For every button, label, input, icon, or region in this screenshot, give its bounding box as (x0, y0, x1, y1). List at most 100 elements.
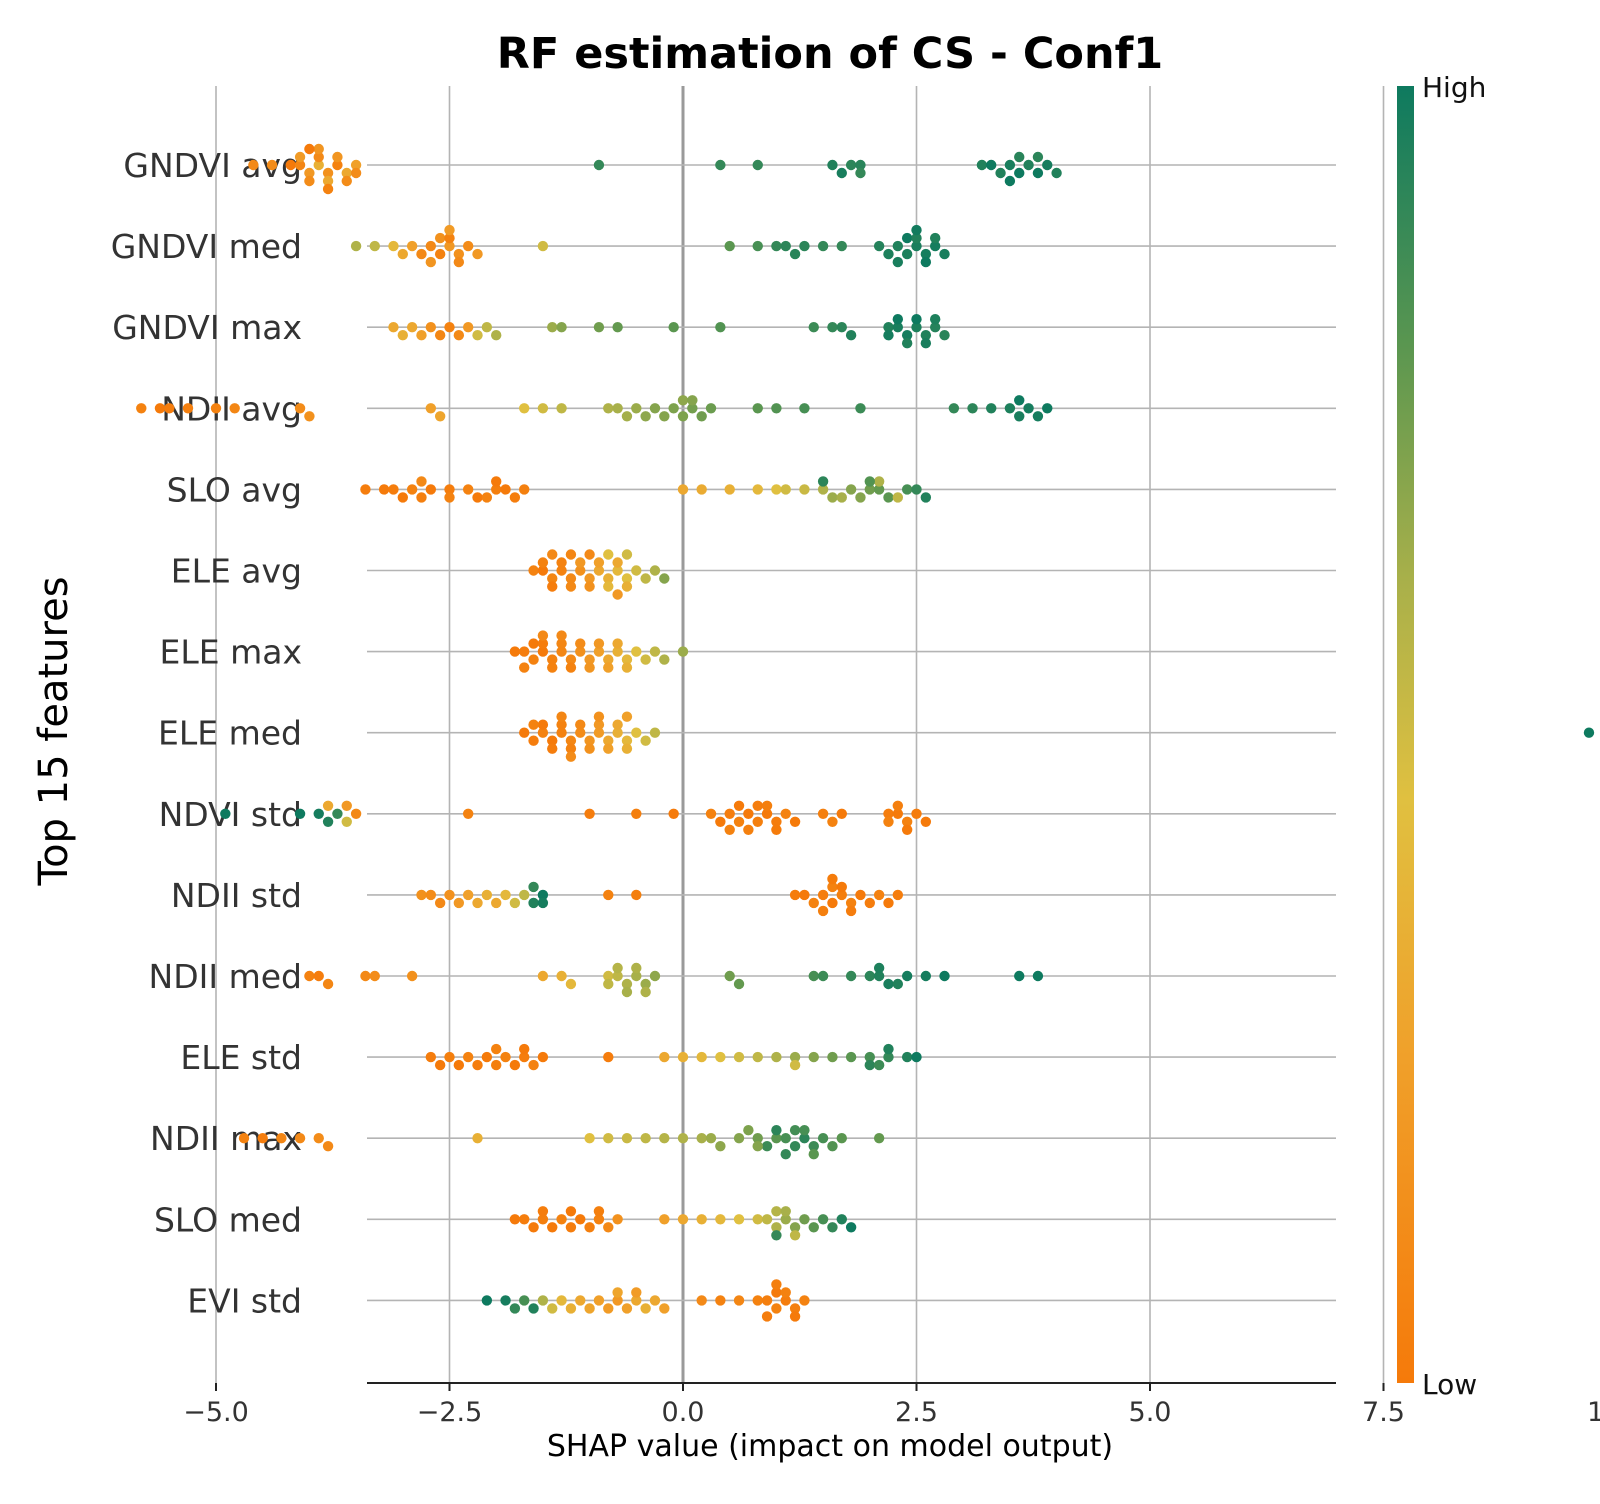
shap-point (547, 735, 558, 746)
shap-point (462, 322, 474, 333)
shap-point (677, 411, 689, 422)
shap-point (873, 240, 885, 252)
shap-point (771, 1303, 782, 1314)
shap-point (350, 167, 362, 179)
shap-point (565, 751, 577, 762)
shap-point (537, 727, 549, 738)
shap-point (780, 1295, 791, 1306)
shap-point (528, 735, 539, 746)
shap-point (920, 492, 932, 503)
shap-point (621, 654, 633, 665)
shap-point (677, 1051, 689, 1063)
shap-point (733, 1214, 745, 1225)
shap-point (537, 889, 549, 901)
shap-point (743, 808, 754, 819)
shap-point (752, 240, 763, 252)
shap-point (406, 240, 418, 252)
shap-point (444, 224, 455, 236)
shap-point (808, 1051, 819, 1063)
shap-point (789, 1141, 801, 1152)
shap-point (873, 476, 885, 487)
shap-point (444, 322, 455, 333)
shap-point (696, 1051, 707, 1063)
shap-point (304, 167, 315, 179)
shap-point (565, 1303, 577, 1314)
shap-point (873, 1059, 885, 1071)
shap-point (481, 322, 493, 333)
shap-point (547, 1303, 558, 1314)
shap-point (556, 719, 567, 730)
shap-point (360, 484, 371, 495)
shap-point (547, 549, 558, 560)
shap-point (547, 581, 558, 592)
shap-point (817, 240, 829, 252)
shap-point (537, 897, 549, 909)
shap-point (715, 1141, 726, 1152)
feature-label: GNDVI max (112, 308, 302, 347)
shap-point (659, 1051, 670, 1063)
shap-point (509, 646, 521, 657)
shap-point (556, 646, 567, 657)
shap-point (1014, 411, 1025, 422)
shap-point (229, 403, 240, 414)
shap-point (827, 1222, 838, 1233)
shap-point (519, 1214, 530, 1225)
shap-point (612, 638, 623, 649)
shap-point (603, 1303, 614, 1314)
shap-point (603, 549, 614, 560)
shap-point (771, 1230, 782, 1241)
shap-point (509, 897, 521, 909)
shap-point (565, 978, 577, 990)
shap-point (836, 240, 847, 252)
shap-point (565, 581, 577, 592)
shap-point (1004, 159, 1016, 171)
shap-point (603, 1222, 614, 1233)
shap-point (1051, 167, 1062, 179)
shap-point (406, 484, 418, 495)
shap-point (584, 581, 595, 592)
shap-point (500, 889, 511, 901)
shap-point (472, 248, 483, 260)
shap-point (612, 970, 623, 982)
shap-point (715, 1295, 726, 1306)
shap-point (603, 581, 614, 592)
shap-point (883, 808, 894, 819)
shap-point (967, 403, 978, 414)
shap-point (565, 573, 577, 584)
shap-point (322, 167, 334, 179)
shap-point (500, 1295, 511, 1306)
shap-point (472, 492, 483, 503)
shap-point (1042, 159, 1053, 171)
shap-point (397, 492, 408, 503)
shap-point (491, 1043, 502, 1055)
shap-point (696, 1214, 707, 1225)
shap-point (593, 711, 605, 722)
shap-point (789, 816, 801, 827)
shap-point (873, 970, 885, 982)
shap-point (649, 646, 661, 657)
shap-point (659, 573, 670, 584)
shap-point (939, 330, 950, 341)
shap-point (986, 159, 997, 171)
shap-point (519, 403, 530, 414)
shap-point (855, 492, 866, 503)
feature-label: EVI std (187, 1281, 302, 1320)
shap-point (911, 240, 922, 252)
shap-point (388, 322, 399, 333)
shap-point (593, 565, 605, 576)
shap-point (612, 727, 623, 738)
shap-point (304, 143, 315, 155)
shap-point (500, 484, 511, 495)
shap-point (575, 565, 586, 576)
shap-point (1014, 970, 1025, 982)
shap-point (752, 1295, 763, 1306)
shap-point (696, 484, 707, 495)
shap-point (911, 224, 922, 236)
shap-point (248, 159, 259, 171)
shap-point (220, 808, 231, 819)
shap-point (1032, 411, 1044, 422)
shap-point (537, 630, 549, 641)
shap-point (556, 630, 567, 641)
feature-label: NDII std (171, 876, 302, 915)
